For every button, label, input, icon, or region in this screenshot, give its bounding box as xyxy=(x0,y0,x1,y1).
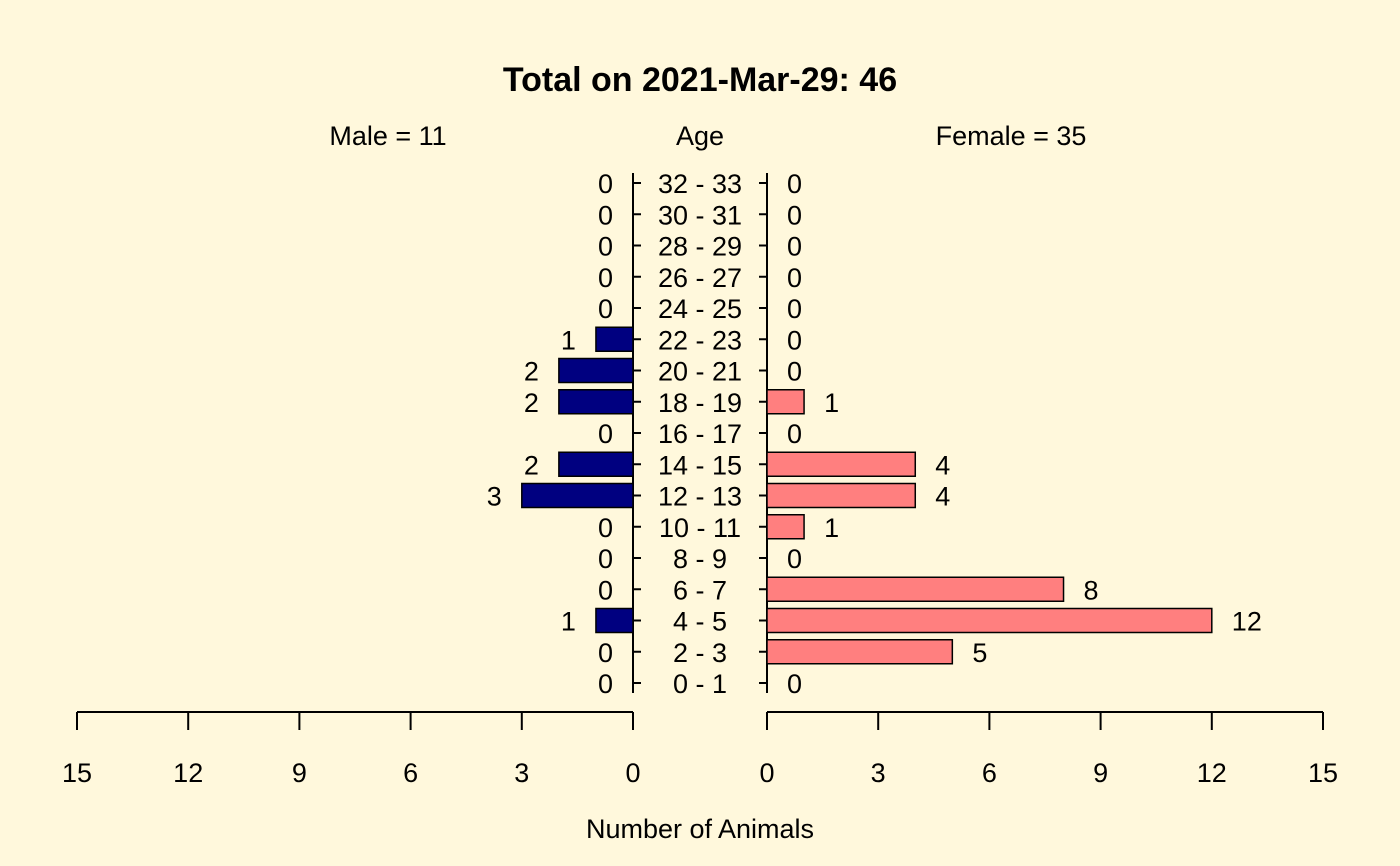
age-category-label: 0 - 1 xyxy=(673,669,727,699)
female-value-label: 0 xyxy=(787,169,802,199)
male-value-label: 0 xyxy=(598,544,613,574)
male-bar xyxy=(558,357,634,384)
female-value-label: 12 xyxy=(1232,607,1262,637)
female-bar xyxy=(766,482,917,509)
male-value-label: 3 xyxy=(487,482,502,512)
female-value-label: 1 xyxy=(824,388,839,418)
male-value-label: 2 xyxy=(524,357,539,387)
female-value-label: 5 xyxy=(972,638,987,668)
female-bar xyxy=(766,451,917,477)
chart-title: Total on 2021-Mar-29: 46 xyxy=(503,61,897,99)
female-value-label: 0 xyxy=(787,232,802,262)
male-x-tick-label: 0 xyxy=(625,758,640,788)
age-category-label: 24 - 25 xyxy=(658,294,742,324)
female-bar xyxy=(766,607,1213,634)
male-value-label: 0 xyxy=(598,669,613,699)
age-category-label: 14 - 15 xyxy=(658,450,742,480)
male-value-label: 0 xyxy=(598,575,613,605)
male-x-tick-label: 12 xyxy=(173,758,203,788)
female-value-label: 1 xyxy=(824,513,839,543)
female-value-label: 0 xyxy=(787,294,802,324)
age-category-label: 2 - 3 xyxy=(673,638,727,668)
female-bar xyxy=(766,389,805,415)
age-category-label: 28 - 29 xyxy=(658,232,742,262)
female-x-tick-label: 3 xyxy=(871,758,886,788)
age-category-label: 6 - 7 xyxy=(673,575,727,605)
age-category-label: 8 - 9 xyxy=(673,544,727,574)
male-bar xyxy=(595,607,634,634)
male-bar xyxy=(558,389,634,415)
male-value-label: 2 xyxy=(524,450,539,480)
male-value-label: 1 xyxy=(561,607,576,637)
age-category-label: 30 - 31 xyxy=(658,200,742,230)
female-x-tick-label: 15 xyxy=(1308,758,1338,788)
female-value-label: 0 xyxy=(787,419,802,449)
female-x-tick-label: 9 xyxy=(1093,758,1108,788)
male-value-label: 0 xyxy=(598,638,613,668)
male-x-tick-label: 15 xyxy=(62,758,92,788)
female-value-label: 0 xyxy=(787,544,802,574)
female-bar xyxy=(766,514,805,540)
female-value-label: 0 xyxy=(787,200,802,230)
male-bar xyxy=(558,451,634,477)
female-x-tick-label: 0 xyxy=(759,758,774,788)
age-category-label: 16 - 17 xyxy=(658,419,742,449)
female-value-label: 0 xyxy=(787,669,802,699)
age-category-label: 18 - 19 xyxy=(658,388,742,418)
age-category-label: 22 - 23 xyxy=(658,325,742,355)
age-category-label: 12 - 13 xyxy=(658,482,742,512)
age-category-label: 10 - 11 xyxy=(659,513,741,543)
male-bar xyxy=(521,482,634,509)
female-value-label: 4 xyxy=(935,450,950,480)
female-value-label: 0 xyxy=(787,263,802,293)
male-x-tick-label: 6 xyxy=(403,758,418,788)
male-value-label: 0 xyxy=(598,513,613,543)
female-value-label: 4 xyxy=(935,482,950,512)
female-bar xyxy=(766,639,954,665)
female-x-tick-label: 6 xyxy=(982,758,997,788)
age-category-label: 26 - 27 xyxy=(658,263,742,293)
female-total-label: Female = 35 xyxy=(936,121,1087,151)
male-value-label: 2 xyxy=(524,388,539,418)
x-axis-title: Number of Animals xyxy=(586,814,814,844)
male-total-label: Male = 11 xyxy=(329,121,446,151)
male-value-label: 1 xyxy=(561,325,576,355)
male-value-label: 0 xyxy=(598,263,613,293)
female-value-label: 8 xyxy=(1084,575,1099,605)
male-value-label: 0 xyxy=(598,294,613,324)
male-value-label: 0 xyxy=(598,232,613,262)
age-category-label: 32 - 33 xyxy=(658,169,742,199)
female-value-label: 0 xyxy=(787,325,802,355)
female-x-tick-label: 12 xyxy=(1197,758,1227,788)
male-bar xyxy=(595,326,634,352)
age-category-label: 4 - 5 xyxy=(673,607,727,637)
male-x-tick-label: 3 xyxy=(514,758,529,788)
male-x-tick-label: 9 xyxy=(292,758,307,788)
female-bar xyxy=(766,576,1065,602)
male-value-label: 0 xyxy=(598,169,613,199)
age-header: Age xyxy=(676,121,724,151)
female-value-label: 0 xyxy=(787,357,802,387)
plot-area: 0 - 10 02 - 30 54 - 51 126 - 70 88 - 90 010 -… xyxy=(62,169,1338,788)
age-category-label: 20 - 21 xyxy=(658,357,742,387)
male-value-label: 0 xyxy=(598,419,613,449)
male-value-label: 0 xyxy=(598,200,613,230)
